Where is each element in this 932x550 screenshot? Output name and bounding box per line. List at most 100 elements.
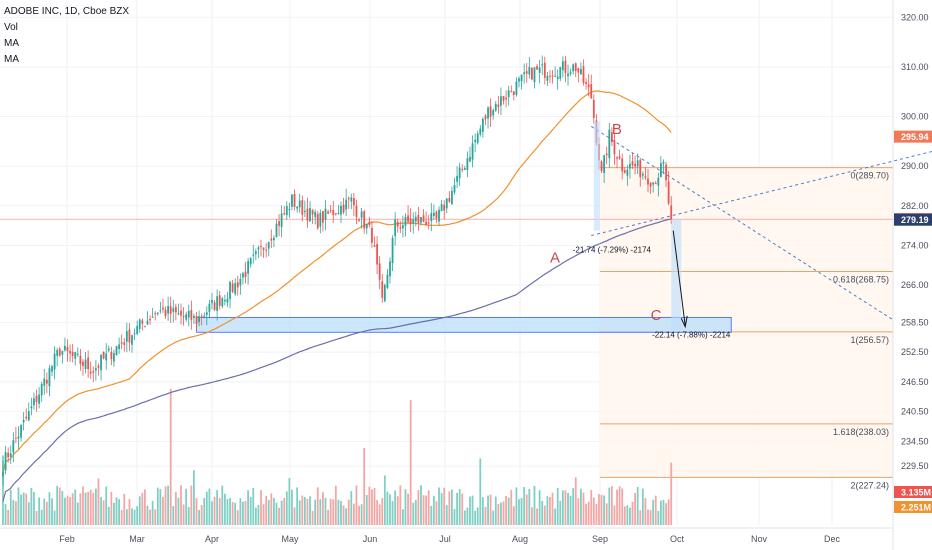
volume-bar	[288, 478, 291, 525]
candle-body	[56, 350, 59, 356]
volume-bar	[7, 509, 10, 525]
candle-body	[151, 316, 154, 318]
candle-body	[520, 74, 523, 82]
candle-body	[368, 221, 371, 225]
volume-bar	[234, 502, 237, 525]
candle-body	[448, 198, 451, 202]
volume-bar	[634, 492, 636, 525]
volume-bar	[30, 487, 33, 525]
candle-body	[138, 319, 141, 329]
candle-body	[549, 75, 551, 77]
volume-bar	[303, 497, 306, 525]
measure-label-c: -22.14 (-7.88%) -2214	[652, 331, 731, 340]
fib-label: 0.618(268.75)	[833, 275, 889, 285]
candle-body	[154, 313, 157, 315]
candle-body	[445, 198, 448, 209]
volume-bar	[551, 492, 554, 525]
price-tag-label: 279.19	[901, 215, 929, 225]
candle-body	[585, 82, 587, 84]
volume-bar	[211, 501, 213, 525]
volume-bar	[574, 477, 577, 525]
measure-box-c	[671, 219, 682, 330]
volume-bar	[644, 498, 647, 525]
candle-body	[634, 163, 636, 167]
candle-body	[92, 371, 95, 373]
candle-body	[412, 219, 415, 224]
candle-body	[389, 261, 391, 277]
candle-body	[25, 416, 28, 419]
volume-bar	[600, 494, 603, 525]
candle-body	[577, 68, 580, 73]
volume-bar	[556, 487, 559, 525]
candle-body	[564, 60, 567, 73]
volume-bar	[226, 499, 229, 525]
fib-label: 0(289.70)	[850, 171, 889, 181]
y-tick-label: 258.50	[901, 317, 929, 327]
volume-bar	[198, 510, 200, 525]
candle-body	[177, 313, 180, 315]
volume-bar	[105, 486, 108, 525]
candle-body	[61, 350, 64, 355]
candle-body	[334, 213, 337, 215]
candle-body	[319, 212, 322, 227]
candle-body	[301, 200, 304, 215]
volume-bar	[427, 490, 430, 525]
volume-bar	[223, 493, 226, 525]
volume-bar	[141, 492, 144, 525]
y-tick-label: 246.50	[901, 377, 929, 387]
volume-bar	[618, 486, 621, 525]
candle-body	[347, 198, 350, 200]
legend-title[interactable]: ADOBE INC, 1D, Cboe BZX	[4, 6, 130, 17]
volume-bar	[208, 488, 211, 525]
volume-bar	[515, 487, 518, 525]
volume-bar	[71, 493, 74, 525]
volume-bar	[61, 490, 64, 525]
candle-body	[244, 271, 247, 278]
volume-bar	[51, 498, 53, 525]
volume-bar	[190, 485, 193, 525]
volume-bar	[518, 499, 520, 525]
candle-body	[105, 353, 108, 361]
volume-bar	[378, 504, 381, 525]
legend-vol[interactable]: Vol	[4, 22, 18, 33]
candle-body	[7, 452, 10, 458]
trendline-lower	[591, 150, 932, 237]
candle-body	[221, 298, 224, 307]
fibonacci-levels: 0(289.70) 0.618(268.75) 1(256.57) 1.618(238…	[599, 167, 893, 490]
volume-bar	[174, 491, 177, 525]
volume-bar	[528, 489, 531, 525]
volume-bar	[512, 506, 515, 525]
volume-bar	[389, 494, 391, 525]
x-tick-label: Aug	[512, 534, 528, 544]
volume-bar	[82, 486, 84, 525]
candle-body	[174, 306, 177, 313]
candle-body	[89, 371, 92, 374]
candle-body	[141, 320, 144, 324]
volume-bar	[471, 495, 474, 525]
candle-body	[53, 353, 56, 370]
volume-bar	[649, 509, 652, 525]
candle-body	[639, 159, 642, 178]
legend-ma-long[interactable]: MA	[4, 54, 19, 65]
candle-body	[587, 84, 590, 88]
volume-bar	[505, 495, 507, 525]
legend-ma-short[interactable]: MA	[4, 38, 19, 49]
candle-body	[128, 329, 131, 343]
candle-body	[662, 161, 665, 164]
volume-tag-label: 3.135M	[901, 488, 931, 498]
candle-body	[582, 66, 585, 84]
candle-body	[267, 242, 270, 249]
volume-bar	[337, 499, 340, 525]
candle-body	[27, 411, 30, 421]
candle-body	[497, 104, 500, 107]
candle-body	[309, 208, 311, 222]
candle-body	[260, 246, 262, 248]
volume-bar	[549, 497, 551, 525]
candle-body	[556, 76, 559, 80]
candle-body	[546, 75, 549, 81]
volume-bar	[22, 492, 25, 525]
candle-body	[531, 67, 533, 80]
candle-body	[533, 67, 536, 83]
volume-bar	[128, 499, 131, 525]
